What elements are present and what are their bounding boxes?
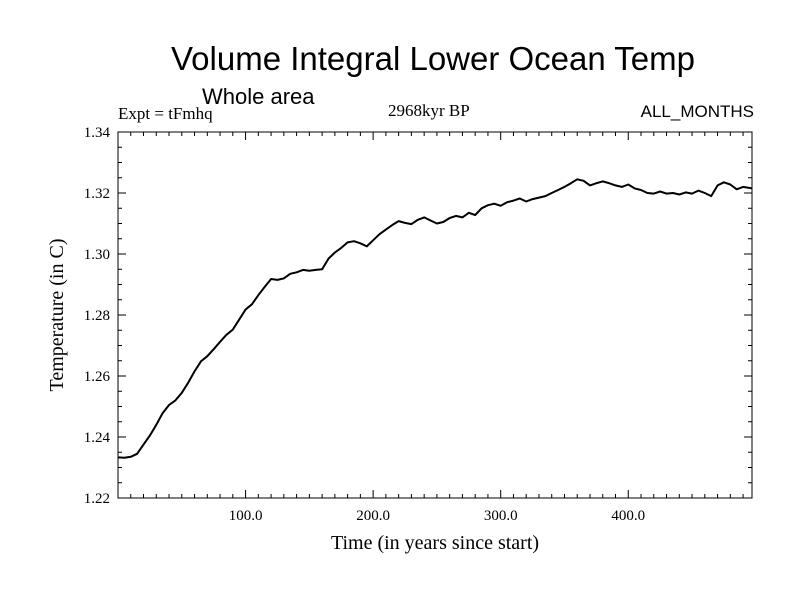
x-axis-label: Time (in years since start) [331, 532, 539, 554]
y-tick-label: 1.32 [84, 186, 110, 202]
experiment-label: Expt = tFmhq [118, 104, 213, 123]
y-tick-label: 1.24 [84, 430, 111, 446]
months-label: ALL_MONTHS [640, 102, 754, 121]
y-tick-label: 1.22 [84, 491, 110, 507]
temperature-series-line [117, 178, 753, 459]
x-tick-label: 300.0 [484, 508, 518, 524]
plot-frame [117, 131, 753, 499]
tick-labels: 1.22 1.24 1.26 1.28 1.30 1.32 1.34 100.0 200.0 30… [84, 125, 645, 524]
x-tick-label: 100.0 [229, 508, 263, 524]
y-tick-label: 1.30 [84, 247, 110, 263]
y-tick-label: 1.34 [84, 125, 111, 141]
y-tick-label: 1.26 [84, 369, 111, 385]
period-label: 2968kyr BP [388, 101, 470, 120]
chart-title: Volume Integral Lower Ocean Temp [170, 40, 696, 77]
chart-subtitle: Whole area [202, 84, 315, 109]
y-axis-label: Temperature (in C) [46, 239, 68, 392]
x-tick-label: 400.0 [611, 508, 645, 524]
axis-ticks [118, 131, 752, 499]
y-tick-label: 1.28 [84, 308, 110, 324]
x-tick-label: 200.0 [356, 508, 390, 524]
